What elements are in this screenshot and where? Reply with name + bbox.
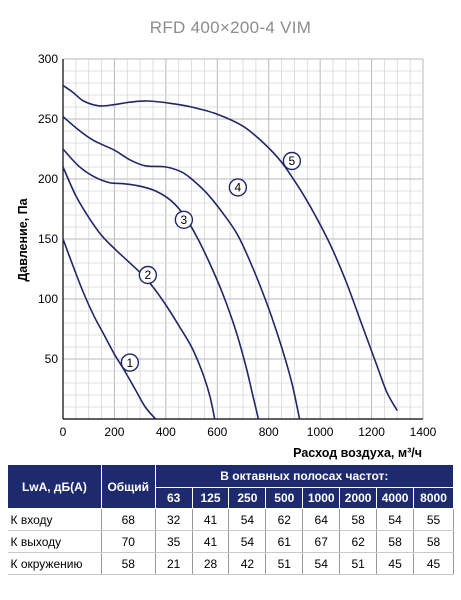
curve-5 <box>62 84 398 412</box>
band-header: 125 <box>191 487 230 509</box>
y-tick-label: 200 <box>38 172 58 186</box>
row-label: К выходу <box>7 530 102 553</box>
band-value: 32 <box>155 508 193 531</box>
row-label: К входу <box>7 508 102 531</box>
chart-title: RFD 400×200-4 VIM <box>149 18 312 37</box>
marker-circle <box>228 178 248 197</box>
curve-3 <box>62 148 260 420</box>
curve-marker-1: 1 <box>120 353 140 372</box>
marker-label: 2 <box>145 268 152 282</box>
curve-marker-2: 2 <box>138 265 158 285</box>
table-body: К входу 68 32 41 54 62 64 58 54 55 К выходу 70 35 41 5… <box>7 508 454 575</box>
band-value: 54 <box>376 508 415 531</box>
x-tick-label: 200 <box>104 425 124 439</box>
table-row: К входу 68 32 41 54 62 64 58 54 55 <box>7 508 454 531</box>
marker-circle <box>282 151 302 171</box>
band-header: 63 <box>154 487 193 509</box>
curve-marker-3: 3 <box>174 210 194 230</box>
lwa-header: LwA, дБ(A) <box>7 464 102 509</box>
y-tick-label: 100 <box>38 292 58 306</box>
total-header: Общий <box>100 464 156 509</box>
y-tick-label: 150 <box>38 232 58 246</box>
marker-label: 5 <box>289 154 296 168</box>
band-value: 54 <box>228 508 267 531</box>
x-tick-label: 1200 <box>358 425 385 439</box>
band-value: 62 <box>339 530 378 553</box>
band-header: 8000 <box>413 487 454 509</box>
marker-circle <box>174 210 194 230</box>
band-value: 54 <box>228 530 267 553</box>
row-label: К окружению <box>7 552 102 575</box>
x-tick-label: 0 <box>60 425 67 439</box>
curve-1 <box>62 238 157 420</box>
band-value: 62 <box>265 508 304 531</box>
y-tick-label: 250 <box>38 112 58 126</box>
y-tick-label: 300 <box>38 52 58 66</box>
marker-circle <box>138 265 158 285</box>
x-tick-label: 1000 <box>307 425 334 439</box>
row-total: 70 <box>101 530 156 553</box>
curve-markers: 1 2 3 4 5 <box>120 151 302 372</box>
band-value: 45 <box>376 552 415 575</box>
band-value: 41 <box>192 508 230 531</box>
chart-grid <box>62 58 424 420</box>
band-value: 58 <box>376 530 415 553</box>
row-total: 68 <box>101 508 156 531</box>
band-value: 55 <box>413 508 454 531</box>
band-value: 54 <box>302 552 341 575</box>
band-header: 500 <box>265 487 304 509</box>
curve-4 <box>62 115 301 420</box>
fan-performance-chart: 0 200 400 600 800 1000 1200 1400 50 100 150 200 250 3… <box>16 52 437 460</box>
band-header: 250 <box>228 487 267 509</box>
curve-marker-4: 4 <box>228 178 248 197</box>
band-frequency-row: 63 125 250 500 1000 2000 4000 8000 <box>8 487 454 509</box>
marker-circle <box>120 353 140 372</box>
band-value: 45 <box>413 552 454 575</box>
marker-label: 1 <box>127 356 134 370</box>
table-row: К окружению 58 21 28 42 51 54 51 45 45 <box>7 552 454 575</box>
band-value: 51 <box>339 552 378 575</box>
band-value: 64 <box>302 508 341 531</box>
octave-bands-header: В октавных полосах частот: <box>154 464 455 488</box>
x-tick-label: 800 <box>259 425 279 439</box>
marker-label: 4 <box>235 181 242 195</box>
band-header: 1000 <box>302 487 341 509</box>
band-value: 58 <box>339 508 378 531</box>
band-value: 61 <box>265 530 304 553</box>
band-header: 4000 <box>376 487 415 509</box>
y-tick-label: 50 <box>45 352 59 366</box>
curve-marker-5: 5 <box>282 151 302 171</box>
table-row: К выходу 70 35 41 54 61 67 62 58 58 <box>7 530 454 553</box>
band-value: 21 <box>155 552 193 575</box>
band-header: 2000 <box>339 487 378 509</box>
x-tick-label: 600 <box>207 425 227 439</box>
band-value: 67 <box>302 530 341 553</box>
sound-power-table: LwA, дБ(A) Общий В октавных полосах част… <box>7 464 455 575</box>
band-value: 41 <box>192 530 230 553</box>
x-tick-label: 1400 <box>410 425 437 439</box>
band-value: 51 <box>265 552 304 575</box>
x-tick-label: 400 <box>156 425 176 439</box>
marker-label: 3 <box>181 213 188 227</box>
band-value: 35 <box>155 530 193 553</box>
x-axis-label: Расход воздуха, м³/ч <box>293 446 422 460</box>
band-value: 28 <box>192 552 230 575</box>
y-axis-label: Давление, Па <box>16 197 30 281</box>
tick-labels: 0 200 400 600 800 1000 1200 1400 50 100 150 200 250 3… <box>38 52 437 439</box>
band-value: 42 <box>228 552 267 575</box>
row-total: 58 <box>101 552 156 575</box>
band-value: 58 <box>413 530 454 553</box>
